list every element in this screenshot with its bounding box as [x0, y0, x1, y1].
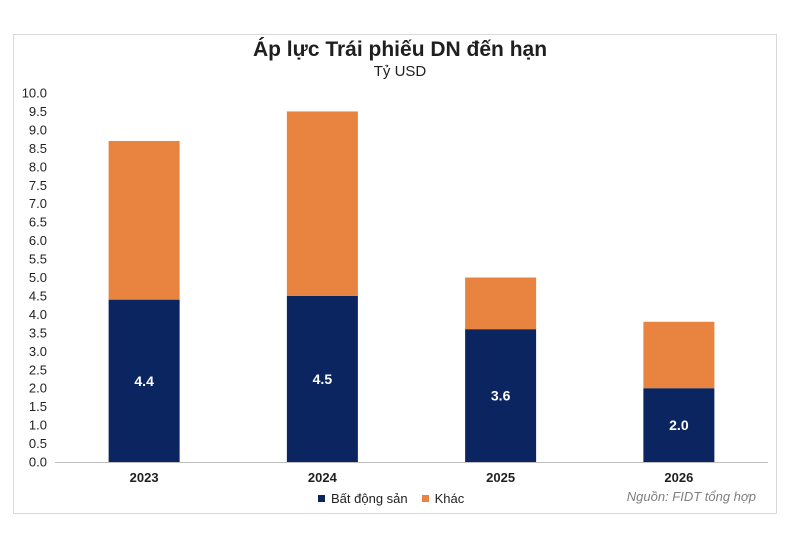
bar-khac-2024: [286, 111, 358, 296]
legend-swatch-khac: [421, 495, 429, 502]
y-tick-label: 4.5: [29, 288, 47, 303]
y-tick-label: 7.0: [29, 196, 47, 211]
y-tick-label: 4.0: [29, 307, 47, 322]
x-tick-label-2024: 2024: [308, 470, 338, 485]
y-tick-label: 8.5: [29, 141, 47, 156]
y-tick-label: 2.5: [29, 362, 47, 377]
legend-item-bat-dong-san: Bất động sản: [318, 491, 408, 506]
legend-label-khac: Khác: [434, 491, 465, 506]
bar-bat-dong-san-2024: [286, 295, 358, 462]
y-tick-label: 10.0: [22, 86, 47, 101]
source-note: Nguồn: FIDT tổng hợp: [626, 489, 756, 504]
data-label-2025: 3.6: [491, 388, 511, 404]
data-label-2024: 4.5: [313, 371, 333, 387]
legend-item-khac: Khác: [421, 491, 465, 506]
bar-bat-dong-san-2023: [108, 299, 180, 462]
legend-label-bat-dong-san: Bất động sản: [331, 491, 408, 506]
y-tick-label: 9.5: [29, 104, 47, 119]
bar-khac-2026: [643, 321, 715, 389]
y-tick-label: 1.0: [29, 418, 47, 433]
x-tick-label-2023: 2023: [130, 470, 159, 485]
y-tick-label: 3.0: [29, 344, 47, 359]
chart-subtitle: Tỷ USD: [373, 63, 427, 80]
y-tick-label: 6.5: [29, 215, 47, 230]
y-tick-label: 7.5: [29, 178, 47, 193]
chart-legend: Bất động sản Khác: [318, 491, 464, 506]
y-tick-label: 2.0: [29, 381, 47, 396]
y-tick-label: 5.0: [29, 270, 47, 285]
chart-frame: [13, 34, 777, 514]
y-tick-label: 0.5: [29, 436, 47, 451]
y-tick-label: 1.5: [29, 399, 47, 414]
legend-swatch-bat-dong-san: [318, 495, 325, 502]
x-tick-label-2025: 2025: [486, 470, 515, 485]
bar-khac-2025: [465, 277, 537, 330]
data-label-2026: 2.0: [669, 417, 689, 433]
y-tick-label: 9.0: [29, 122, 47, 137]
bar-khac-2023: [108, 140, 180, 300]
y-tick-label: 6.0: [29, 233, 47, 248]
bar-bat-dong-san-2025: [465, 329, 537, 462]
chart-title: Áp lực Trái phiếu DN đến hạn: [252, 38, 548, 61]
bar-bat-dong-san-2026: [643, 388, 715, 462]
data-label-2023: 4.4: [134, 373, 154, 389]
y-tick-label: 0.0: [29, 455, 47, 470]
y-tick-label: 3.5: [29, 325, 47, 340]
x-tick-label-2026: 2026: [664, 470, 693, 485]
y-tick-label: 8.0: [29, 159, 47, 174]
y-tick-label: 5.5: [29, 252, 47, 267]
